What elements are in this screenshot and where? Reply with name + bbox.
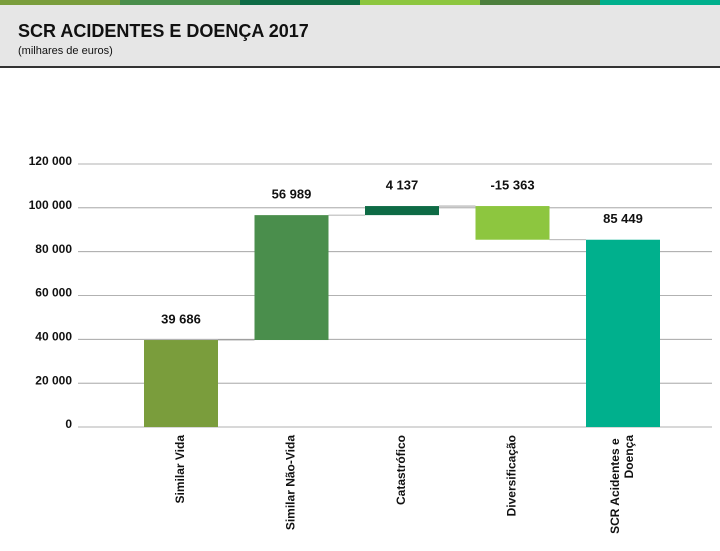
y-tick-label: 40 000 — [35, 330, 72, 344]
strip — [0, 0, 120, 5]
chart-title: SCR ACIDENTES E DOENÇA 2017 — [18, 21, 309, 41]
y-tick-label: 20 000 — [35, 373, 72, 387]
value-label: 39 686 — [161, 311, 201, 326]
value-label: 56 989 — [272, 187, 312, 202]
strip — [360, 0, 480, 5]
bar — [144, 340, 218, 427]
y-tick-label: 80 000 — [35, 242, 72, 256]
strip — [120, 0, 240, 5]
y-tick-label: 0 — [65, 417, 72, 431]
y-tick-label: 100 000 — [29, 198, 73, 212]
x-tick-label: SCR Acidentes e Doença — [608, 435, 636, 534]
strip — [240, 0, 360, 5]
strip — [600, 0, 720, 5]
value-label: 85 449 — [603, 211, 643, 226]
chart-subtitle: (milhares de euros) — [18, 45, 113, 57]
bar — [586, 239, 660, 427]
y-tick-label: 120 000 — [29, 154, 73, 168]
value-label: -15 363 — [490, 177, 534, 192]
x-tick-label: Similar Vida — [173, 435, 187, 504]
x-tick-label: Diversificação — [505, 435, 519, 516]
x-tick-label: Similar Não-Vida — [284, 435, 298, 530]
y-tick-label: 60 000 — [35, 286, 72, 300]
header-rule — [0, 66, 720, 68]
value-label: 4 137 — [386, 177, 419, 192]
x-tick-label: Catastrófico — [394, 435, 408, 505]
header — [0, 5, 720, 66]
bar — [254, 215, 329, 341]
strip — [480, 0, 600, 5]
bar — [365, 206, 439, 216]
bar — [475, 206, 550, 240]
